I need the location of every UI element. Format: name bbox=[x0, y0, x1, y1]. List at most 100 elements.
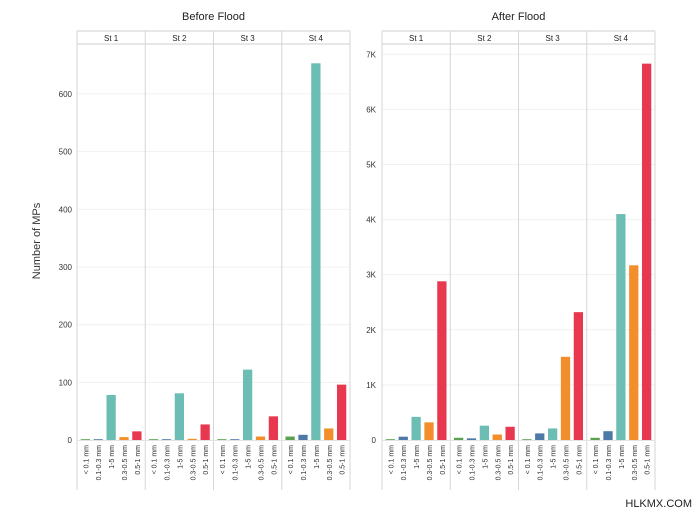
bar bbox=[174, 393, 185, 440]
x-tick-label: 0.3-0.5 mm bbox=[122, 445, 129, 481]
bar bbox=[298, 434, 308, 440]
x-tick-label: 1-5 mm bbox=[109, 445, 116, 469]
x-tick-label: 0.5-1 mm bbox=[271, 445, 278, 475]
bar bbox=[629, 265, 639, 440]
panel-label: St 2 bbox=[172, 34, 187, 43]
y-tick-label: 0 bbox=[372, 436, 377, 445]
bar bbox=[466, 438, 477, 440]
bar bbox=[437, 281, 447, 440]
x-tick-label: < 0.1 mm bbox=[525, 445, 532, 475]
bar bbox=[324, 428, 334, 440]
x-tick-label: 1-5 mm bbox=[551, 445, 558, 469]
x-tick-label: 0.1-0.3 mm bbox=[538, 445, 545, 481]
x-tick-label: 0.5-1 mm bbox=[576, 445, 583, 475]
y-tick-label: 1K bbox=[366, 381, 376, 390]
y-tick-label: 4K bbox=[366, 216, 376, 225]
panel-label: St 2 bbox=[477, 34, 492, 43]
bar bbox=[573, 312, 584, 440]
bar bbox=[106, 395, 116, 440]
bar bbox=[311, 63, 321, 441]
bar bbox=[641, 63, 652, 440]
x-tick-label: < 0.1 mm bbox=[83, 445, 90, 475]
x-tick-label: 1-5 mm bbox=[619, 445, 626, 469]
x-tick-label: 0.5-1 mm bbox=[340, 445, 347, 475]
bar bbox=[93, 439, 103, 440]
bar bbox=[187, 438, 197, 440]
panel-label: St 4 bbox=[309, 34, 324, 43]
x-tick-label: 0.3-0.5 mm bbox=[259, 445, 266, 481]
x-tick-label: 0.5-1 mm bbox=[440, 445, 447, 475]
chart-title: Before Flood bbox=[182, 11, 245, 23]
y-tick-label: 400 bbox=[59, 205, 73, 214]
panel-label: St 1 bbox=[409, 34, 424, 43]
bar bbox=[547, 428, 558, 440]
y-tick-label: 200 bbox=[59, 321, 73, 330]
x-tick-label: < 0.1 mm bbox=[593, 445, 600, 475]
bar bbox=[230, 439, 240, 440]
bar bbox=[616, 214, 626, 440]
bar bbox=[336, 384, 347, 440]
bar bbox=[505, 426, 515, 440]
bar bbox=[424, 422, 434, 440]
panel-label: St 3 bbox=[241, 34, 256, 43]
x-tick-label: 0.5-1 mm bbox=[645, 445, 652, 475]
bar bbox=[590, 437, 600, 440]
bar bbox=[535, 433, 545, 440]
y-tick-label: 7K bbox=[366, 50, 376, 59]
y-tick-label: 3K bbox=[366, 271, 376, 280]
panel-label: St 3 bbox=[546, 34, 561, 43]
bar bbox=[80, 439, 91, 440]
x-tick-label: < 0.1 mm bbox=[288, 445, 295, 475]
y-tick-label: 600 bbox=[59, 90, 73, 99]
bar bbox=[560, 356, 571, 440]
bar bbox=[161, 439, 172, 440]
x-tick-label: < 0.1 mm bbox=[388, 445, 395, 475]
x-tick-label: 0.1-0.3 mm bbox=[233, 445, 240, 481]
y-tick-label: 300 bbox=[59, 263, 73, 272]
bar bbox=[268, 416, 279, 440]
x-tick-label: 0.3-0.5 mm bbox=[495, 445, 502, 481]
panel-label: St 4 bbox=[614, 34, 629, 43]
x-tick-label: 0.5-1 mm bbox=[203, 445, 210, 475]
x-tick-label: 0.3-0.5 mm bbox=[190, 445, 197, 481]
y-axis-label: Number of MPs bbox=[31, 202, 43, 279]
bar bbox=[200, 424, 210, 440]
x-tick-label: 0.1-0.3 mm bbox=[469, 445, 476, 481]
x-tick-label: 1-5 mm bbox=[246, 445, 253, 469]
bar bbox=[132, 431, 142, 440]
x-tick-label: 0.1-0.3 mm bbox=[164, 445, 171, 481]
chart-title: After Flood bbox=[492, 11, 546, 23]
bar bbox=[453, 437, 464, 440]
x-tick-label: 0.5-1 mm bbox=[135, 445, 142, 475]
bar bbox=[242, 369, 253, 440]
x-tick-label: 1-5 mm bbox=[177, 445, 184, 469]
y-tick-label: 100 bbox=[59, 378, 73, 387]
bar bbox=[385, 439, 396, 440]
x-tick-label: 0.5-1 mm bbox=[508, 445, 515, 475]
x-tick-label: 0.3-0.5 mm bbox=[632, 445, 639, 481]
bar bbox=[119, 437, 129, 440]
bar bbox=[479, 425, 490, 440]
x-tick-label: 1-5 mm bbox=[482, 445, 489, 469]
x-tick-label: 1-5 mm bbox=[414, 445, 421, 469]
y-tick-label: 2K bbox=[366, 326, 376, 335]
bar bbox=[522, 439, 532, 440]
x-tick-label: 1-5 mm bbox=[314, 445, 321, 469]
y-tick-label: 5K bbox=[366, 160, 376, 169]
x-tick-label: < 0.1 mm bbox=[457, 445, 464, 475]
y-tick-label: 0 bbox=[68, 436, 73, 445]
bar bbox=[398, 436, 408, 440]
y-tick-label: 6K bbox=[366, 105, 376, 114]
x-tick-label: 0.3-0.5 mm bbox=[327, 445, 334, 481]
bar bbox=[285, 436, 295, 440]
bar bbox=[255, 436, 266, 440]
x-tick-label: 0.1-0.3 mm bbox=[96, 445, 103, 481]
x-tick-label: 0.1-0.3 mm bbox=[401, 445, 408, 481]
x-tick-label: < 0.1 mm bbox=[220, 445, 227, 475]
x-tick-label: 0.3-0.5 mm bbox=[427, 445, 434, 481]
x-tick-label: 0.1-0.3 mm bbox=[606, 445, 613, 481]
x-tick-label: 0.3-0.5 mm bbox=[564, 445, 571, 481]
bar bbox=[603, 431, 613, 440]
